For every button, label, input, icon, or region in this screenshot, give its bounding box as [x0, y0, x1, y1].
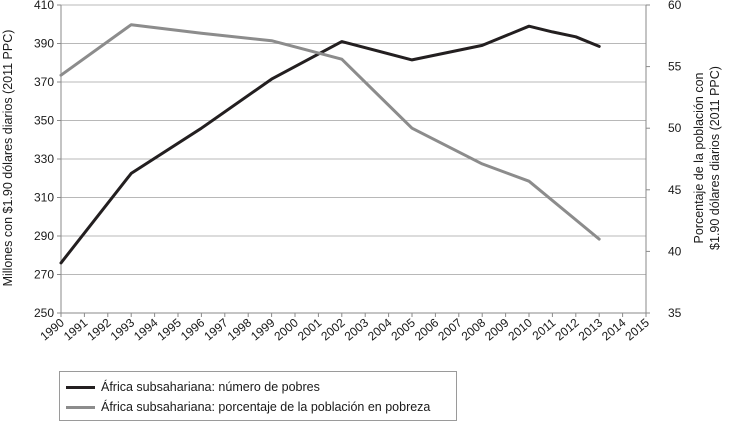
- x-tick-label: 1997: [201, 315, 231, 343]
- left-axis-title: Millones con $1.90 dólares diarios (2011…: [1, 30, 15, 287]
- x-tick-label: 2009: [482, 315, 512, 343]
- left-y-axis: 250 270 290 310 330 350 370 390 410: [34, 0, 61, 320]
- left-tick-label: 310: [34, 191, 54, 205]
- x-tick-label: 2005: [388, 315, 418, 343]
- x-tick-label: 2001: [295, 315, 325, 343]
- x-tick-label: 1994: [131, 315, 161, 343]
- right-tick-label: 50: [668, 121, 682, 135]
- x-tick-label: 1998: [225, 315, 255, 343]
- left-tick-label: 290: [34, 229, 54, 243]
- right-tick-label: 60: [668, 0, 682, 12]
- legend-swatch-poverty-percentage: [66, 405, 95, 409]
- x-tick-label: 2014: [599, 315, 629, 343]
- x-tick-label: 2003: [342, 315, 372, 343]
- x-tick-label: 1992: [84, 315, 114, 343]
- left-tick-label: 390: [34, 37, 54, 51]
- right-tick-label: 55: [668, 60, 682, 74]
- x-tick-label: 2006: [412, 315, 442, 343]
- right-tick-label: 40: [668, 244, 682, 258]
- legend-swatch-number-of-poor: [66, 385, 95, 389]
- legend-label-number-of-poor: África subsahariana: número de pobres: [101, 380, 320, 394]
- x-tick-label: 2013: [576, 315, 606, 343]
- x-tick-label: 1993: [108, 315, 138, 343]
- right-tick-label: 45: [668, 183, 682, 197]
- right-axis-title-line2: $1.90 dólares diarios (2011 PPC): [708, 66, 722, 250]
- x-axis: 1990199119921993199419951996199719981999…: [37, 313, 652, 343]
- right-tick-label: 35: [668, 306, 682, 320]
- left-tick-label: 270: [34, 268, 54, 282]
- left-tick-label: 330: [34, 152, 54, 166]
- x-tick-label: 2015: [622, 315, 652, 343]
- x-tick-label: 1995: [154, 315, 184, 343]
- legend-item-poverty-percentage: África subsahariana: porcentaje de la po…: [66, 398, 430, 416]
- x-tick-label: 2002: [318, 315, 348, 343]
- right-axis-title-line1: Porcentaje de la población con: [692, 72, 706, 243]
- series-line-poverty-percentage: [59, 23, 601, 241]
- left-tick-label: 350: [34, 114, 54, 128]
- x-tick-label: 1991: [61, 315, 91, 343]
- x-tick-label: 1996: [178, 315, 208, 343]
- x-tick-label: 2000: [271, 315, 301, 343]
- x-tick-label: 2010: [505, 315, 535, 343]
- left-tick-label: 370: [34, 75, 54, 89]
- x-tick-label: 2011: [530, 315, 559, 343]
- series-lines: [59, 23, 601, 265]
- x-tick-label: 2008: [459, 315, 489, 343]
- legend: África subsahariana: número de pobres Áf…: [59, 371, 457, 421]
- x-tick-label: 2007: [435, 315, 465, 343]
- legend-label-poverty-percentage: África subsahariana: porcentaje de la po…: [101, 400, 431, 414]
- legend-item-number-of-poor: África subsahariana: número de pobres: [66, 378, 320, 396]
- chart: 250 270 290 310 330 350 370 390 410 35 40 45 50 55 60…: [1, 0, 722, 343]
- right-y-axis: 35 40 45 50 55 60: [646, 0, 682, 320]
- series-line-number-of-poor: [59, 24, 601, 265]
- grid-lines: [61, 4, 646, 275]
- left-tick-label: 410: [34, 0, 54, 12]
- left-tick-label: 250: [34, 306, 54, 320]
- x-tick-label: 2012: [552, 315, 582, 343]
- x-tick-label: 2004: [365, 315, 395, 343]
- x-tick-label: 1999: [248, 315, 278, 343]
